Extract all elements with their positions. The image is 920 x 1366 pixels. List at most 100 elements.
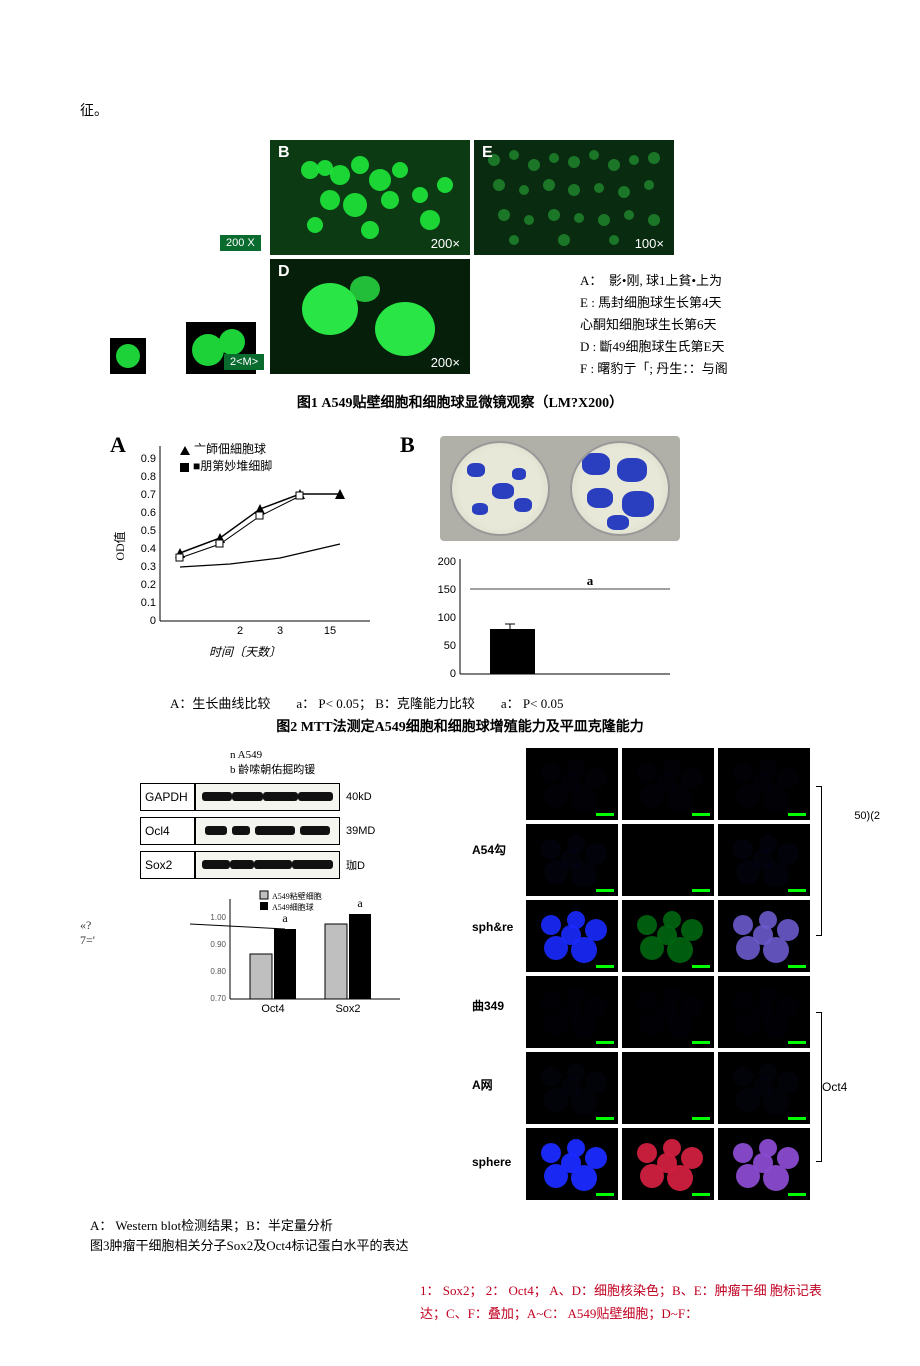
svg-text:Oct4: Oct4 [261, 1003, 284, 1015]
wb-bands [195, 817, 340, 845]
fig1-legend: A： 影•刚, 球1上貧•上为 E : 馬封细胞球生长第4天 心酮知细胞球生长第… [580, 270, 728, 380]
svg-text:0.1: 0.1 [141, 597, 156, 609]
svg-text:0.90: 0.90 [210, 940, 226, 949]
triangle-icon [180, 446, 190, 455]
if-cell [622, 824, 714, 896]
band [263, 792, 298, 801]
wb-legend-b: b 齡嗦朝佑掘昀锾 [230, 763, 460, 778]
svg-text:150: 150 [438, 584, 456, 596]
svg-text:0: 0 [450, 668, 456, 680]
dish-right [570, 441, 670, 536]
panel-letter-d: D [278, 263, 290, 281]
fig1-legend-line: F : 曙豹亍「; 丹生：：与阁 [580, 358, 728, 380]
figure-3-4-row: «? 7=' n A549 b 齡嗦朝佑掘昀锾 GAPDH40kDOcl439M… [140, 748, 840, 1200]
if-cell [526, 1052, 618, 1124]
fig2-panel-b: B 050 1001502 [410, 436, 730, 689]
svg-text:0.5: 0.5 [141, 525, 156, 537]
figure-4: 50)(2 A54勾 sph&re 曲349 A网 sphere [472, 748, 832, 1200]
if-cell [526, 824, 618, 896]
band [292, 860, 333, 869]
if-grid [526, 748, 810, 1200]
band [255, 826, 295, 835]
if-cell [622, 976, 714, 1048]
fig3-caption: A： Western blot检测结果；B：半定量分析 图3肿瘤干细胞相关分子S… [90, 1216, 840, 1255]
svg-text:0.2: 0.2 [141, 579, 156, 591]
svg-text:50: 50 [444, 640, 456, 652]
band [232, 826, 250, 835]
svg-text:0.70: 0.70 [210, 994, 226, 1003]
if-row-label: sph&re [472, 920, 522, 934]
band [205, 826, 227, 835]
wb-bands [195, 851, 340, 879]
band [298, 792, 333, 801]
badge-200x: 200 X [220, 235, 261, 251]
svg-text:0.4: 0.4 [141, 543, 156, 555]
svg-text:a: a [282, 911, 288, 925]
figure-3: n A549 b 齡嗦朝佑掘昀锾 GAPDH 40kD Ocl4 39MD Sox2 珈D… [140, 748, 460, 1200]
square-icon [180, 463, 189, 472]
wb-row: Ocl4 39MD [140, 817, 460, 845]
wb-kd: 珈D [346, 857, 365, 873]
if-row [526, 824, 810, 896]
panel-letter-b2: B [400, 432, 415, 458]
fig2-subcaption: A：生长曲线比较 a： P< 0.05； B：克隆能力比较 a： P< 0.05 [170, 693, 840, 712]
svg-text:0.9: 0.9 [141, 453, 156, 465]
if-cell [718, 1052, 810, 1124]
if-cell [526, 1128, 618, 1200]
wb-kd: 39MD [346, 825, 375, 837]
wb-row: GAPDH 40kD [140, 783, 460, 811]
if-row [526, 1128, 810, 1200]
if-cell [622, 748, 714, 820]
if-row [526, 748, 810, 820]
if-row-label: 曲349 [472, 997, 522, 1014]
svg-text:1.00: 1.00 [210, 913, 226, 922]
svg-text:A549細胞球: A549細胞球 [272, 902, 314, 912]
fifty-label: 50)(2 [854, 810, 880, 822]
fig1-caption: 图1 A549贴壁细胞和细胞球显微镜观察（LM?X200） [80, 392, 840, 412]
fig3-bar-chart: A549粘壁细胞 A549細胞球 a a Oct4 Sox2 0.700.80 … [190, 889, 460, 1024]
if-cell [718, 748, 810, 820]
if-row-label: sphere [472, 1155, 522, 1169]
svg-text:200: 200 [438, 556, 456, 568]
band [202, 860, 230, 869]
mag-b: 200× [431, 236, 460, 251]
fig3-cap-line: 图3肿瘤干细胞相关分子Sox2及Oct4标记蛋白水平的表达 [90, 1236, 840, 1256]
band [300, 826, 330, 835]
wb-label: GAPDH [140, 783, 195, 811]
svg-text:Sox2: Sox2 [335, 1003, 360, 1015]
wb-legend: n A549 b 齡嗦朝佑掘昀锾 [230, 748, 460, 779]
if-cell [526, 976, 618, 1048]
svg-text:0.3: 0.3 [141, 561, 156, 573]
if-cell [718, 1128, 810, 1200]
if-row [526, 1052, 810, 1124]
stray-text: «? 7=' [80, 918, 95, 948]
svg-text:2: 2 [237, 625, 243, 637]
fig2b-bar-chart: 050 100150200 a [410, 549, 730, 689]
wb-legend-a: n A549 [230, 748, 460, 763]
if-cell [622, 1052, 714, 1124]
mag-e: 100× [635, 236, 664, 251]
svg-text:A549粘壁细胞: A549粘壁细胞 [272, 891, 322, 901]
wb-kd: 40kD [346, 791, 372, 803]
if-cell [718, 976, 810, 1048]
figure-1: B 200× 200 X E [270, 140, 840, 374]
band [202, 792, 232, 801]
svg-text:0.7: 0.7 [141, 489, 156, 501]
fig1-legend-line: 心酮知细胞球生长第6天 [580, 314, 728, 336]
fig4-key: 1： Sox2； 2： Oct4； A、D：细胞核染色；B、E：肿瘤干细 胞标记… [420, 1279, 840, 1326]
if-cell [622, 1128, 714, 1200]
svg-text:OD值: OD值 [112, 531, 127, 560]
fig1-thumb-small [110, 338, 146, 374]
fig3-cap-line: A： Western blot检测结果；B：半定量分析 [90, 1216, 840, 1236]
svg-text:3: 3 [277, 625, 283, 637]
mag-d: 200× [431, 355, 460, 370]
wb-bands [195, 783, 340, 811]
x-axis-label: 时间〔天数〕 [110, 643, 380, 660]
wb-label: Ocl4 [140, 817, 195, 845]
if-row-label: A54勾 [472, 841, 522, 858]
svg-text:a: a [357, 896, 363, 910]
if-cell [526, 748, 618, 820]
fig2a-legend: 亠師佃細胞球 ■朋第妙堆细脚 [180, 440, 272, 474]
if-cell [718, 900, 810, 972]
svg-text:15: 15 [324, 625, 336, 637]
